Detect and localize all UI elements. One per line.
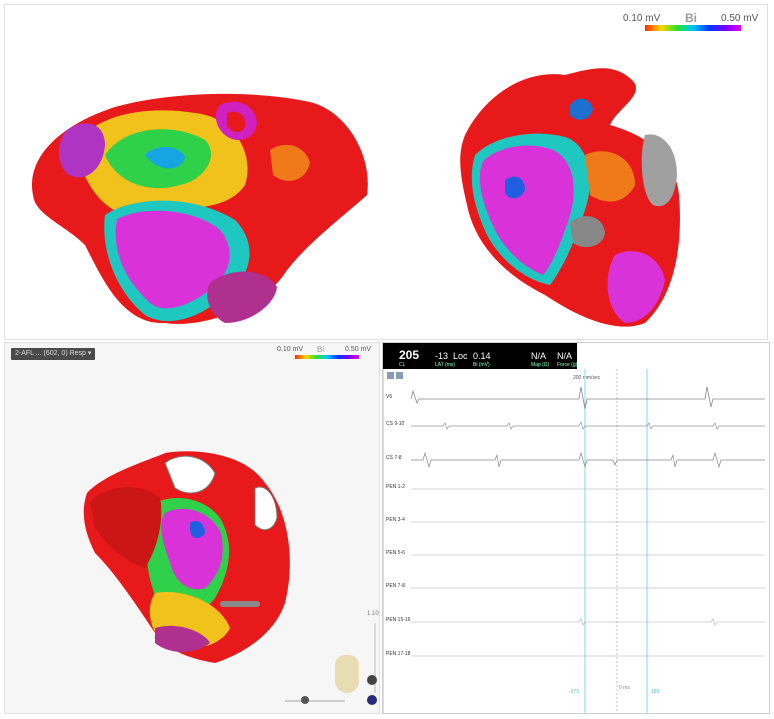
heart-map-right xyxy=(460,68,680,327)
channel-label: CS 7-8 xyxy=(386,455,402,461)
channel-label: V6 xyxy=(386,394,393,400)
scale-mid-label-bl: Bi xyxy=(317,345,325,354)
marker-left-label: -373 xyxy=(569,689,580,695)
scale-mid-label: Bi xyxy=(685,11,697,25)
channel-label: PEN 17-18 xyxy=(386,651,411,657)
marker-mid-label: 0 ms xyxy=(619,685,630,691)
cl-value: 205 xyxy=(399,348,420,362)
map-na-label: Map (Ω) xyxy=(531,362,550,368)
chevron-down-icon: ▾ xyxy=(87,350,92,357)
reset-view-button[interactable] xyxy=(367,695,377,705)
force-na-value: N/A xyxy=(557,351,573,361)
rotate-button[interactable] xyxy=(367,675,377,685)
ecg-header-bar: 205 CL -13 LAT (ms) Loc 0.14 Bi (mV) N/A… xyxy=(383,343,769,369)
scale-max-label-bl: 0.50 mV xyxy=(345,346,372,353)
color-scale-bar-bl xyxy=(295,355,359,359)
ecg-tracing-panel[interactable]: 205 CL -13 LAT (ms) Loc 0.14 Bi (mV) N/A… xyxy=(382,342,770,714)
header-right-panel xyxy=(577,343,769,369)
channel-label: PEN 1-2 xyxy=(386,484,405,490)
scale-min-label-bl: 0.10 mV xyxy=(277,346,304,353)
force-na-label: Force (g) xyxy=(557,362,578,368)
zoom-value-label: 1.10 xyxy=(367,611,379,617)
sweep-speed-label: 200 mm/sec xyxy=(573,375,601,381)
channel-label: PEN 15-16 xyxy=(386,617,411,623)
map-select-label: 2-AFL ... (602, 0) Resp xyxy=(15,350,86,357)
cl-label: CL xyxy=(399,362,406,368)
lat-label: LAT (ms) xyxy=(435,362,456,368)
voltage-map-single-view[interactable]: 2-AFL ... (602, 0) Resp ▾ 0.10 mV Bi 0.5… xyxy=(4,342,380,714)
map-select-dropdown[interactable]: 2-AFL ... (602, 0) Resp ▾ xyxy=(11,348,96,360)
channel-label: PEN 3-4 xyxy=(386,517,405,523)
bi-label: Bi (mV) xyxy=(473,362,490,368)
bi-value: 0.14 xyxy=(473,351,491,361)
heart-map-bottom-svg xyxy=(83,451,376,693)
zoom-slider[interactable] xyxy=(285,700,345,702)
lat-value: -13 xyxy=(435,351,449,361)
scale-min-label: 0.10 mV xyxy=(623,13,661,24)
ecg-traces-svg xyxy=(383,369,765,713)
loc-label: Loc xyxy=(453,351,468,361)
marker-right-label: 180 xyxy=(651,689,660,695)
color-scale-bar xyxy=(645,25,741,31)
heart-map-bottom xyxy=(83,451,290,663)
channel-label: PEN 5-6 xyxy=(386,550,405,556)
heart-maps-svg xyxy=(31,68,680,327)
tool-button-1[interactable] xyxy=(387,372,394,379)
orientation-heart-icon[interactable] xyxy=(335,655,359,693)
heart-map-left xyxy=(31,93,368,324)
zoom-slider-handle[interactable] xyxy=(301,696,309,704)
channel-label: CS 9-10 xyxy=(386,421,405,427)
tool-button-2[interactable] xyxy=(396,372,403,379)
channel-label: PEN 7-8 xyxy=(386,583,405,589)
voltage-map-dual-view[interactable]: 0.10 mV Bi 0.50 mV xyxy=(4,4,768,340)
scale-max-label: 0.50 mV xyxy=(721,13,759,24)
map-na-value: N/A xyxy=(531,351,547,361)
